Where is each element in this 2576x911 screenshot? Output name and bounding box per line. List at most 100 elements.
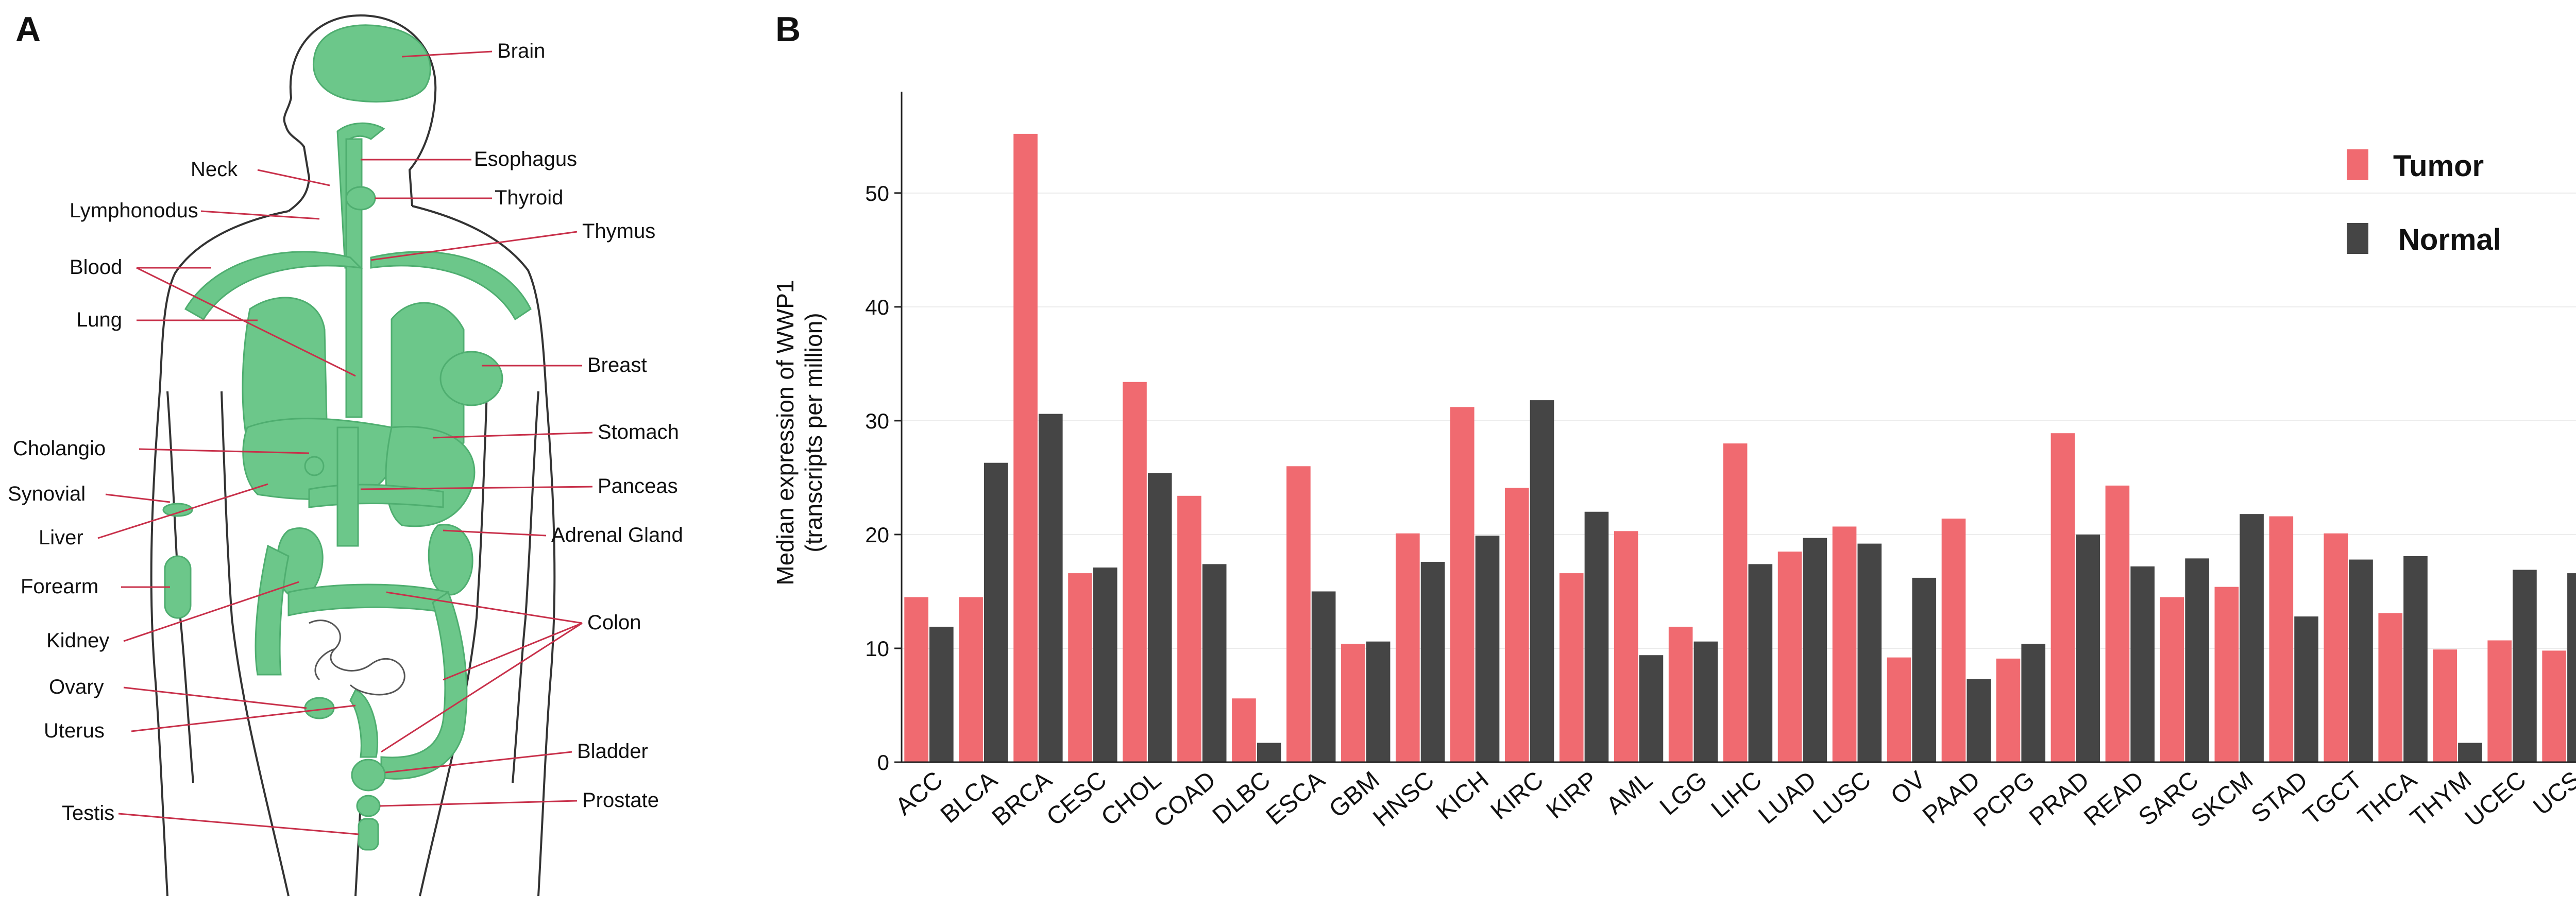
label-stomach: Stomach bbox=[598, 421, 679, 443]
head-outline-right bbox=[360, 14, 437, 207]
bar-tumor-acc bbox=[904, 597, 928, 762]
bar-tumor-stad bbox=[2269, 516, 2294, 762]
bar-tumor-cesc bbox=[1068, 573, 1092, 762]
label-ovary: Ovary bbox=[49, 676, 104, 698]
y-tick-label-0: 0 bbox=[877, 750, 889, 775]
label-forearm: Forearm bbox=[21, 575, 98, 598]
organs bbox=[162, 24, 532, 851]
blood-leader-2 bbox=[136, 267, 356, 377]
bar-tumor-read bbox=[2105, 485, 2130, 762]
legend-normal-swatch bbox=[2347, 223, 2368, 254]
bar-tumor-pcpg bbox=[1996, 658, 2021, 762]
bar-normal-gbm bbox=[1366, 641, 1391, 762]
vessels-organ bbox=[184, 251, 363, 321]
testis-leader bbox=[118, 813, 359, 835]
bar-tumor-paad bbox=[1941, 518, 1966, 762]
label-thymus: Thymus bbox=[582, 220, 655, 243]
panceas-leader bbox=[360, 486, 593, 490]
x-tick-label-sarc: SARC bbox=[2133, 766, 2204, 831]
label-uterus: Uterus bbox=[44, 719, 105, 742]
bar-tumor-blca bbox=[959, 597, 983, 762]
x-tick-label-kirp: KIRP bbox=[1541, 766, 1603, 824]
label-brain: Brain bbox=[497, 40, 545, 62]
brain-leader bbox=[401, 50, 493, 58]
y-tick-label-20: 20 bbox=[865, 523, 889, 547]
x-tick-label-ucec: UCEC bbox=[2460, 766, 2531, 832]
chart-axes bbox=[901, 92, 2576, 763]
bar-tumor-thym bbox=[2433, 649, 2458, 762]
y-tick-label-10: 10 bbox=[865, 637, 889, 661]
colon-right-organ bbox=[380, 591, 468, 780]
label-colon: Colon bbox=[587, 611, 641, 634]
thyroid-organ bbox=[345, 186, 376, 211]
panel-a-letter: A bbox=[15, 10, 41, 49]
legend-tumor-label: Tumor bbox=[2393, 149, 2484, 183]
colon-transverse-organ bbox=[287, 583, 449, 616]
x-tick-label-dlbc: DLBC bbox=[1208, 766, 1276, 830]
bar-tumor-coad bbox=[1177, 495, 1201, 762]
bar-normal-brca bbox=[1038, 414, 1063, 762]
adrenal-leader bbox=[443, 529, 547, 537]
x-tick-label-prad: PRAD bbox=[2024, 766, 2094, 831]
x-tick-label-esca: ESCA bbox=[1261, 766, 1330, 831]
x-tick-label-stad: STAD bbox=[2246, 766, 2313, 829]
x-tick-label-skcm: SKCM bbox=[2186, 766, 2258, 833]
bar-normal-lihc bbox=[1748, 564, 1773, 762]
bar-normal-hnsc bbox=[1420, 561, 1445, 762]
x-tick-label-kirc: KIRC bbox=[1486, 766, 1549, 825]
bar-tumor-tgct bbox=[2324, 533, 2348, 762]
intestine-outline bbox=[309, 620, 405, 696]
synovial-leader bbox=[105, 493, 171, 503]
thymus-leader bbox=[370, 231, 578, 261]
x-tick-label-lgg: LGG bbox=[1655, 766, 1713, 821]
y-tick-label-40: 40 bbox=[865, 295, 889, 319]
bar-normal-coad bbox=[1202, 564, 1227, 762]
testis-organ bbox=[358, 818, 379, 851]
x-tick-label-ucs: UCS bbox=[2528, 766, 2576, 821]
x-tick-label-thym: THYM bbox=[2405, 766, 2477, 832]
bar-normal-paad bbox=[1967, 679, 1991, 762]
bar-tumor-skcm bbox=[2214, 587, 2239, 762]
bar-normal-dlbc bbox=[1257, 743, 1281, 762]
gallbladder-organ bbox=[304, 456, 325, 476]
bar-tumor-kirc bbox=[1504, 488, 1529, 762]
bar-normal-kirc bbox=[1530, 400, 1554, 762]
colon-organ bbox=[255, 544, 290, 676]
prostate-leader bbox=[380, 800, 578, 807]
leader-lines bbox=[97, 50, 593, 835]
x-tick-label-cesc: CESC bbox=[1042, 766, 1112, 831]
bar-normal-sarc bbox=[2185, 558, 2209, 762]
bar-tumor-luad bbox=[1777, 552, 1802, 762]
legend-tumor-swatch bbox=[2347, 149, 2368, 180]
anatomy-illustration: Brain Esophagus Neck Thyroid Lymphonodus… bbox=[8, 14, 683, 897]
x-tick-label-chol: CHOL bbox=[1096, 766, 1166, 831]
x-tick-label-hnsc: HNSC bbox=[1368, 766, 1439, 832]
bar-tumor-lihc bbox=[1723, 443, 1748, 762]
label-prostate: Prostate bbox=[582, 789, 659, 812]
brain-organ bbox=[313, 24, 431, 102]
lymphonodus-leader bbox=[200, 210, 320, 220]
prostate-organ bbox=[356, 795, 381, 817]
bar-normal-aml bbox=[1639, 655, 1664, 762]
spine-organ bbox=[336, 426, 359, 547]
bar-tumor-thca bbox=[2378, 613, 2403, 762]
y-axis-title-line-2: (transcripts per million) bbox=[800, 313, 827, 552]
y-tick-labels: 0 10 20 30 40 50 bbox=[865, 181, 902, 775]
shoulders-left bbox=[150, 210, 289, 897]
y-tick-label-30: 30 bbox=[865, 409, 889, 433]
torso-right bbox=[419, 391, 488, 897]
x-tick-label-pcpg: PCPG bbox=[1969, 766, 2040, 832]
label-adrenal-gland: Adrenal Gland bbox=[551, 524, 683, 546]
bar-normal-chol bbox=[1147, 473, 1172, 762]
bar-normal-ov bbox=[1912, 577, 1937, 762]
label-cholangio: Cholangio bbox=[13, 437, 106, 460]
colon-leader-3 bbox=[381, 622, 583, 753]
breast-organ bbox=[439, 351, 503, 406]
label-lung: Lung bbox=[76, 308, 122, 331]
label-lymphonodus: Lymphonodus bbox=[70, 199, 198, 222]
colon-leader-2 bbox=[443, 622, 583, 681]
vessels-organ-right bbox=[370, 251, 532, 321]
stomach-leader bbox=[432, 432, 593, 439]
bar-tumor-ov bbox=[1887, 657, 1911, 762]
organ-labels: Brain Esophagus Neck Thyroid Lymphonodus… bbox=[8, 40, 683, 824]
